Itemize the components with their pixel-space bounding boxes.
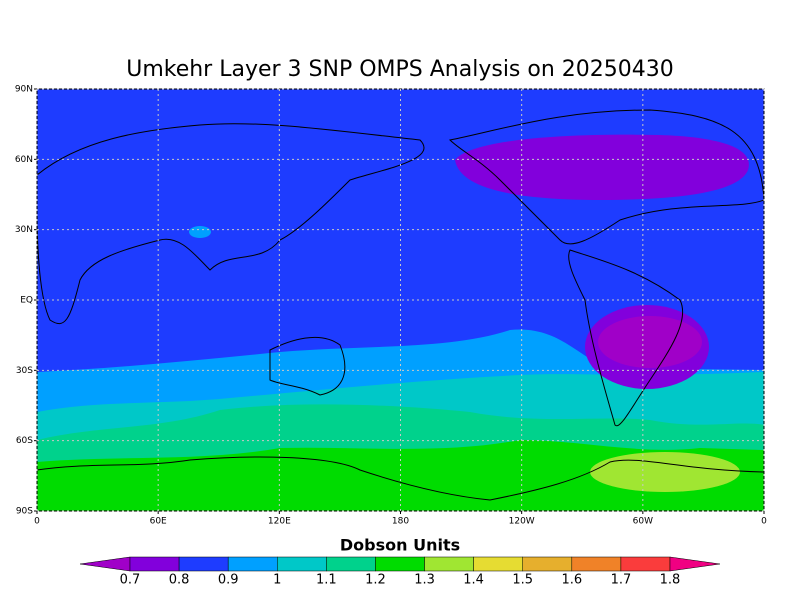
colorbar-box [375, 556, 425, 572]
y-tick-label: 30N [15, 225, 33, 235]
contour-blob [598, 316, 702, 368]
colorbar-label: 1.1 [316, 573, 337, 588]
colorbar-label: 0.8 [169, 573, 190, 588]
coastline [269, 336, 346, 396]
colorbar-label: 0.7 [120, 573, 141, 588]
y-tick-label: 30S [16, 366, 33, 376]
y-tick-label: 90N [15, 85, 33, 95]
colorbar-extension [669, 556, 721, 572]
coastline [37, 456, 764, 501]
contour-blob [455, 134, 749, 200]
coastline [448, 109, 764, 245]
colorbar-title: Dobson Units [340, 536, 460, 555]
colorbar-box [178, 556, 229, 572]
colorbar-label: 1 [273, 573, 281, 588]
chart-title: Umkehr Layer 3 SNP OMPS Analysis on 2025… [126, 57, 674, 82]
x-tick-label: 0 [34, 517, 40, 527]
x-tick-label: 60W [633, 517, 653, 527]
colorbar-label: 1.6 [561, 573, 582, 588]
y-tick-label: 60S [16, 436, 33, 446]
colorbar-label: 1.2 [365, 573, 386, 588]
x-tick-label: 120E [268, 517, 291, 527]
y-tick-label: 90S [16, 507, 33, 517]
colorbar-box [571, 556, 622, 572]
x-tick-label: 120W [509, 517, 535, 527]
colorbar-box [522, 556, 573, 572]
colorbar-box [227, 556, 278, 572]
colorbar-box [424, 556, 474, 572]
coastline [568, 249, 684, 427]
contour-blob [189, 226, 211, 238]
colorbar-label: 1.5 [512, 573, 533, 588]
coastline [37, 123, 425, 325]
colorbar-label: 1.4 [463, 573, 484, 588]
colorbar-label: 0.9 [218, 573, 239, 588]
colorbar-label: 1.7 [611, 573, 632, 588]
colorbar-box [326, 556, 376, 572]
colorbar-box [129, 556, 180, 572]
colorbar-box [277, 556, 327, 572]
colorbar-box [473, 556, 523, 572]
y-tick-label: EQ [20, 296, 33, 306]
y-tick-label: 60N [15, 155, 33, 165]
colorbar-extension [79, 556, 131, 572]
colorbar-box [620, 556, 671, 572]
x-tick-label: 60E [150, 517, 167, 527]
x-tick-label: 180 [392, 517, 409, 527]
contour-blob [590, 452, 740, 492]
colorbar-label: 1.3 [414, 573, 435, 588]
x-tick-label: 0 [761, 517, 767, 527]
colorbar-label: 1.8 [660, 573, 681, 588]
